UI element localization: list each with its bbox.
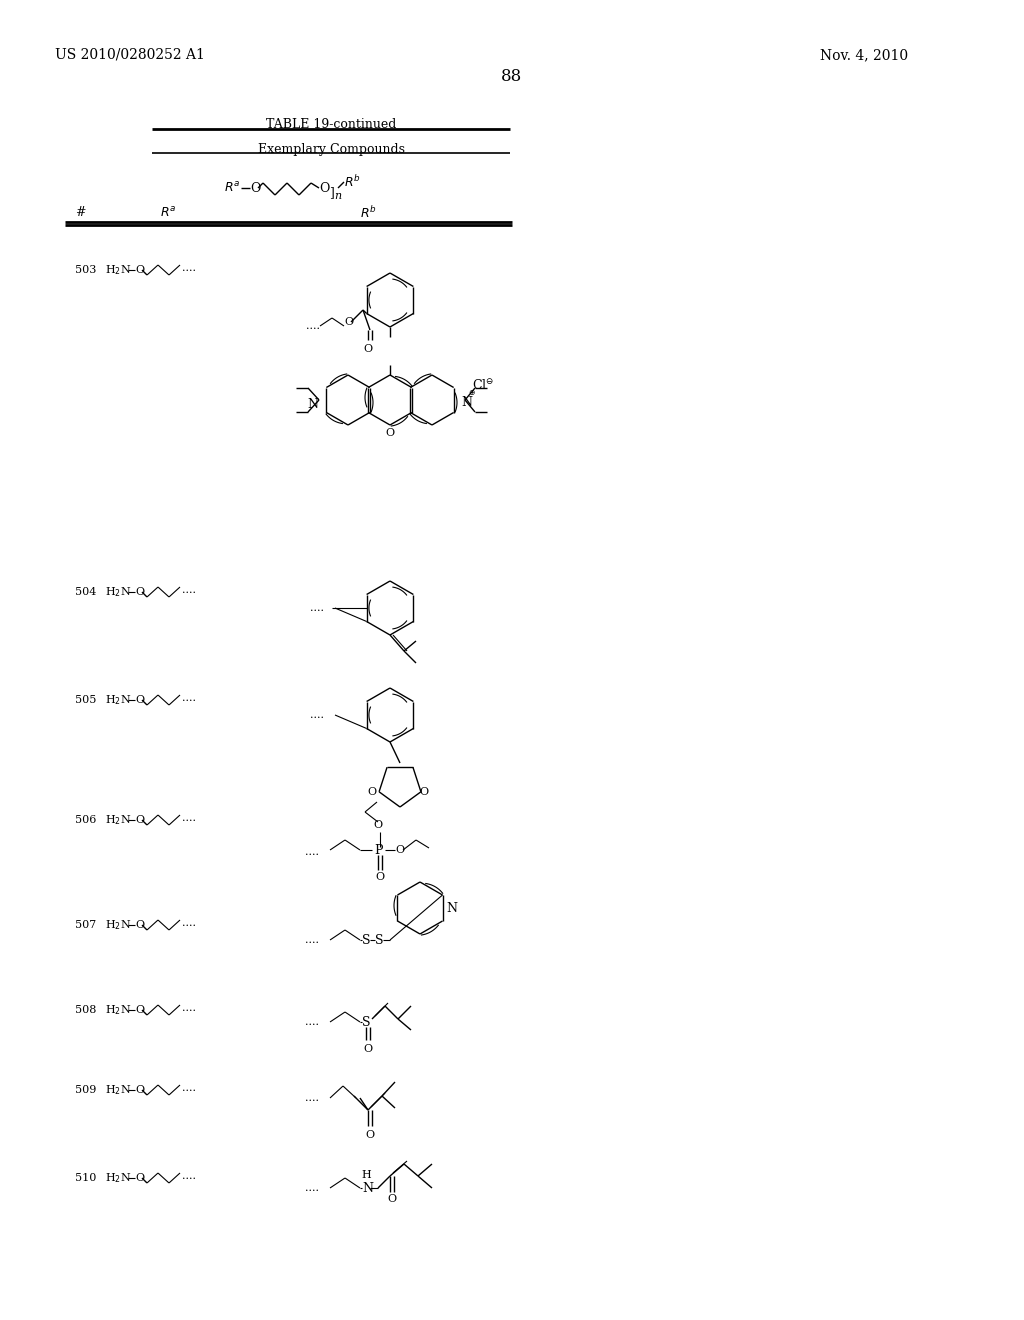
Text: ....: ....	[305, 1183, 319, 1193]
Text: H$_2$N: H$_2$N	[105, 693, 131, 708]
Text: O: O	[420, 787, 428, 797]
Text: O: O	[135, 814, 144, 825]
Text: O: O	[135, 920, 144, 931]
Text: #: #	[75, 206, 85, 219]
Text: H$_2$N: H$_2$N	[105, 1171, 131, 1185]
Text: ....: ....	[182, 1003, 196, 1012]
Text: O: O	[135, 1173, 144, 1183]
Text: Exemplary Compounds: Exemplary Compounds	[257, 143, 404, 156]
Text: 510: 510	[75, 1173, 96, 1183]
Text: ....: ....	[305, 1016, 319, 1027]
Text: $R^a$: $R^a$	[160, 206, 176, 220]
Text: ....: ....	[182, 585, 196, 595]
Text: O: O	[319, 181, 330, 194]
Text: H$_2$N: H$_2$N	[105, 585, 131, 599]
Text: O: O	[344, 317, 353, 327]
Text: H$_2$N: H$_2$N	[105, 919, 131, 932]
Text: S: S	[362, 1015, 371, 1028]
Text: $R^a$: $R^a$	[223, 181, 240, 195]
Text: ....: ....	[182, 813, 196, 822]
Text: O: O	[395, 845, 404, 855]
Text: O: O	[135, 587, 144, 597]
Text: O: O	[364, 345, 373, 354]
Text: 505: 505	[75, 696, 96, 705]
Text: ....: ....	[310, 710, 324, 719]
Text: O: O	[385, 428, 394, 438]
Text: S: S	[375, 933, 384, 946]
Text: O: O	[135, 696, 144, 705]
Text: 503: 503	[75, 265, 96, 275]
Text: H: H	[361, 1170, 371, 1180]
Text: ....: ....	[306, 321, 319, 331]
Text: ....: ....	[182, 917, 196, 928]
Text: ]: ]	[329, 186, 334, 199]
Text: Cl$^{\ominus}$: Cl$^{\ominus}$	[472, 378, 495, 392]
Text: ....: ....	[182, 1082, 196, 1093]
Text: ....: ....	[182, 263, 196, 273]
Text: 509: 509	[75, 1085, 96, 1096]
Text: 504: 504	[75, 587, 96, 597]
Text: O: O	[376, 873, 385, 882]
Text: 508: 508	[75, 1005, 96, 1015]
Text: H$_2$N: H$_2$N	[105, 1084, 131, 1097]
Text: $R^b$: $R^b$	[344, 174, 360, 190]
Text: ....: ....	[305, 1093, 319, 1104]
Text: US 2010/0280252 A1: US 2010/0280252 A1	[55, 48, 205, 62]
Text: H$_2$N: H$_2$N	[105, 813, 131, 826]
Text: n: n	[334, 191, 341, 201]
Text: N: N	[461, 396, 472, 408]
Text: O: O	[368, 787, 377, 797]
Text: O: O	[135, 1085, 144, 1096]
Text: H$_2$N: H$_2$N	[105, 1003, 131, 1016]
Text: H$_2$N: H$_2$N	[105, 263, 131, 277]
Text: 507: 507	[75, 920, 96, 931]
Text: 506: 506	[75, 814, 96, 825]
Text: ....: ....	[305, 935, 319, 945]
Text: S: S	[362, 933, 371, 946]
Text: ....: ....	[305, 847, 319, 857]
Text: Nov. 4, 2010: Nov. 4, 2010	[820, 48, 908, 62]
Text: N: N	[446, 902, 457, 915]
Text: ....: ....	[310, 603, 324, 612]
Text: 88: 88	[502, 69, 522, 84]
Text: O: O	[135, 1005, 144, 1015]
Text: N: N	[362, 1181, 373, 1195]
Text: O: O	[364, 1044, 373, 1053]
Text: $^{\oplus}$: $^{\oplus}$	[468, 389, 476, 399]
Text: O: O	[135, 265, 144, 275]
Text: TABLE 19-continued: TABLE 19-continued	[266, 117, 396, 131]
Text: ....: ....	[182, 1171, 196, 1181]
Text: $R^b$: $R^b$	[360, 205, 377, 220]
Text: O: O	[250, 181, 260, 194]
Text: O: O	[374, 820, 383, 830]
Text: P: P	[374, 843, 383, 857]
Text: O: O	[366, 1130, 375, 1140]
Text: N: N	[307, 397, 318, 411]
Text: O: O	[387, 1195, 396, 1204]
Text: ....: ....	[182, 693, 196, 704]
